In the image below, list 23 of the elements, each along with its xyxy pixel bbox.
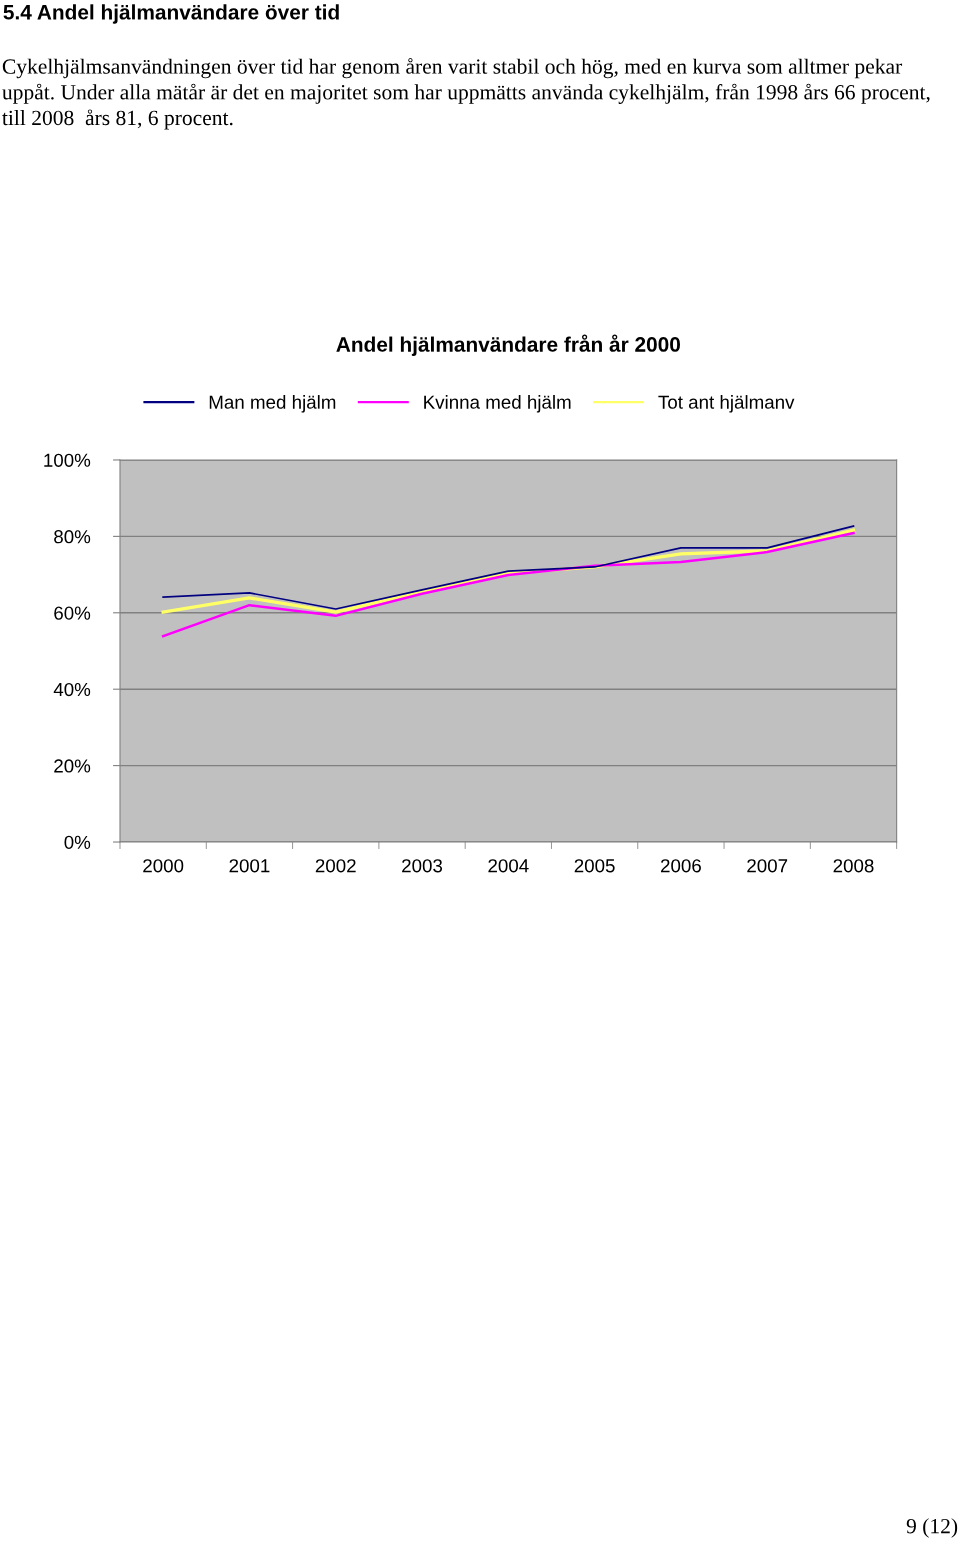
legend-label: Tot ant hjälmanv <box>658 395 795 413</box>
x-tick-label: 2004 <box>488 859 529 873</box>
x-tick-label: 2003 <box>402 859 443 873</box>
legend-label: Kvinna med hjälm <box>424 395 571 413</box>
text: 5.4 Andel hjälmanvändare över tid <box>3 4 339 24</box>
y-tick-label: 80% <box>54 530 91 544</box>
text: 9 (12) <box>906 1518 958 1538</box>
x-tick-label: 2002 <box>315 859 356 873</box>
y-tick-label: 40% <box>53 682 91 697</box>
y-tick-label: 100% <box>44 453 91 467</box>
x-tick-label: 2005 <box>574 859 615 873</box>
y-tick-label: 20% <box>54 759 91 773</box>
text: Cykelhjälmsanvändningen över tid har genom åren varit stabil och hög, med en kurva som alltmer pekar uppåt. Under alla mätår är det en majoritet som har uppmätts använda cykelhjälm, från 1998 års 66 procent, till 2008 års 81, 6 procent. <box>2 58 930 130</box>
x-tick-label: 2008 <box>833 859 874 873</box>
y-tick-label: 60% <box>54 606 91 620</box>
x-tick-label: 2006 <box>661 859 701 873</box>
legend-label: Man med hjälm <box>209 395 336 413</box>
x-tick-label: 2007 <box>747 859 788 873</box>
y-tick-label: 0% <box>64 835 91 849</box>
x-tick-label: 2001 <box>229 859 270 873</box>
chart-title: Andel hjälmanvändare från år 2000 <box>336 334 680 356</box>
line-series <box>161 531 855 638</box>
x-tick-label: 2000 <box>143 859 184 873</box>
